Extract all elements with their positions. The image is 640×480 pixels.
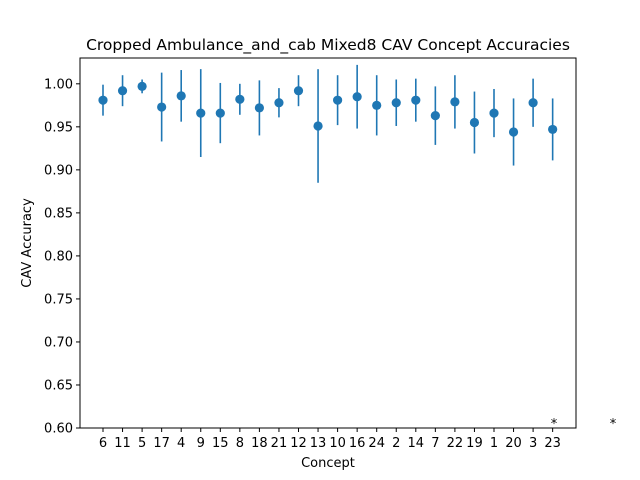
data-point xyxy=(274,98,284,108)
x-tick-label: 19 xyxy=(466,436,483,451)
data-point xyxy=(450,97,460,107)
plot-area-border xyxy=(79,57,577,429)
x-axis: 6 11 5 17 4 9 15 8 18 21 12 13 10 16 24 2 14 7 22 19 1 20 3 23 xyxy=(99,428,561,451)
x-tick-label: 9 xyxy=(197,436,205,451)
data-point xyxy=(528,98,538,108)
data-point xyxy=(293,86,304,96)
data-point xyxy=(176,91,186,101)
y-axis: 0.60 0.65 0.70 0.75 0.80 0.85 0.90 0.95 1.00 xyxy=(44,77,80,437)
data-point xyxy=(235,94,245,104)
x-tick-label: 3 xyxy=(529,436,537,451)
y-tick-label: 0.90 xyxy=(44,163,73,178)
x-tick-label: 22 xyxy=(447,436,464,451)
data-point xyxy=(489,108,499,118)
data-point xyxy=(411,95,421,105)
x-tick-label: 12 xyxy=(290,436,307,451)
data-point xyxy=(215,108,225,118)
plot-frame xyxy=(79,57,577,429)
data-point xyxy=(313,121,323,131)
x-tick-label: 5 xyxy=(138,436,146,451)
x-tick-label: 23 xyxy=(544,436,561,451)
x-tick-label: 13 xyxy=(310,436,327,451)
significance-marker: * xyxy=(610,417,617,432)
x-tick-label: 1 xyxy=(490,436,498,451)
data-point xyxy=(391,98,401,108)
significance-marker: * xyxy=(551,417,558,432)
y-tick-label: 0.95 xyxy=(44,120,73,135)
data-point xyxy=(372,100,382,110)
x-tick-label: 18 xyxy=(251,436,268,451)
y-axis-label: CAV Accuracy xyxy=(20,198,35,288)
data-point xyxy=(352,92,362,102)
x-tick-label: 14 xyxy=(408,436,425,451)
y-tick-label: 0.80 xyxy=(44,249,73,264)
y-tick-label: 0.65 xyxy=(44,378,73,393)
x-tick-label: 8 xyxy=(236,436,244,451)
x-tick-label: 10 xyxy=(329,436,346,451)
data-point xyxy=(98,95,108,105)
x-tick-label: 16 xyxy=(349,436,366,451)
x-tick-label: 15 xyxy=(212,436,229,451)
data-series xyxy=(98,64,558,183)
x-tick-label: 11 xyxy=(114,436,131,451)
x-tick-label: 24 xyxy=(368,436,385,451)
data-point xyxy=(469,117,480,128)
data-point xyxy=(254,103,264,113)
x-tick-label: 7 xyxy=(431,436,439,451)
data-point xyxy=(117,86,128,96)
x-tick-label: 2 xyxy=(392,436,400,451)
x-tick-label: 4 xyxy=(177,436,185,451)
y-tick-label: 0.75 xyxy=(44,292,73,307)
x-tick-label: 20 xyxy=(505,436,522,451)
data-point xyxy=(548,124,558,135)
data-point xyxy=(430,111,440,121)
data-point xyxy=(196,108,206,118)
data-point xyxy=(333,95,343,105)
x-axis-label: Concept xyxy=(301,456,355,471)
y-tick-label: 0.85 xyxy=(44,206,73,221)
data-point xyxy=(137,81,147,91)
x-tick-label: 17 xyxy=(153,436,170,451)
data-point xyxy=(508,127,519,137)
y-tick-label: 0.60 xyxy=(44,422,73,437)
y-tick-label: 1.00 xyxy=(44,77,73,92)
x-tick-label: 6 xyxy=(99,436,107,451)
chart-title: Cropped Ambulance_and_cab Mixed8 CAV Con… xyxy=(86,36,570,55)
data-point xyxy=(157,102,167,112)
y-tick-label: 0.70 xyxy=(44,335,73,350)
x-tick-label: 21 xyxy=(271,436,288,451)
